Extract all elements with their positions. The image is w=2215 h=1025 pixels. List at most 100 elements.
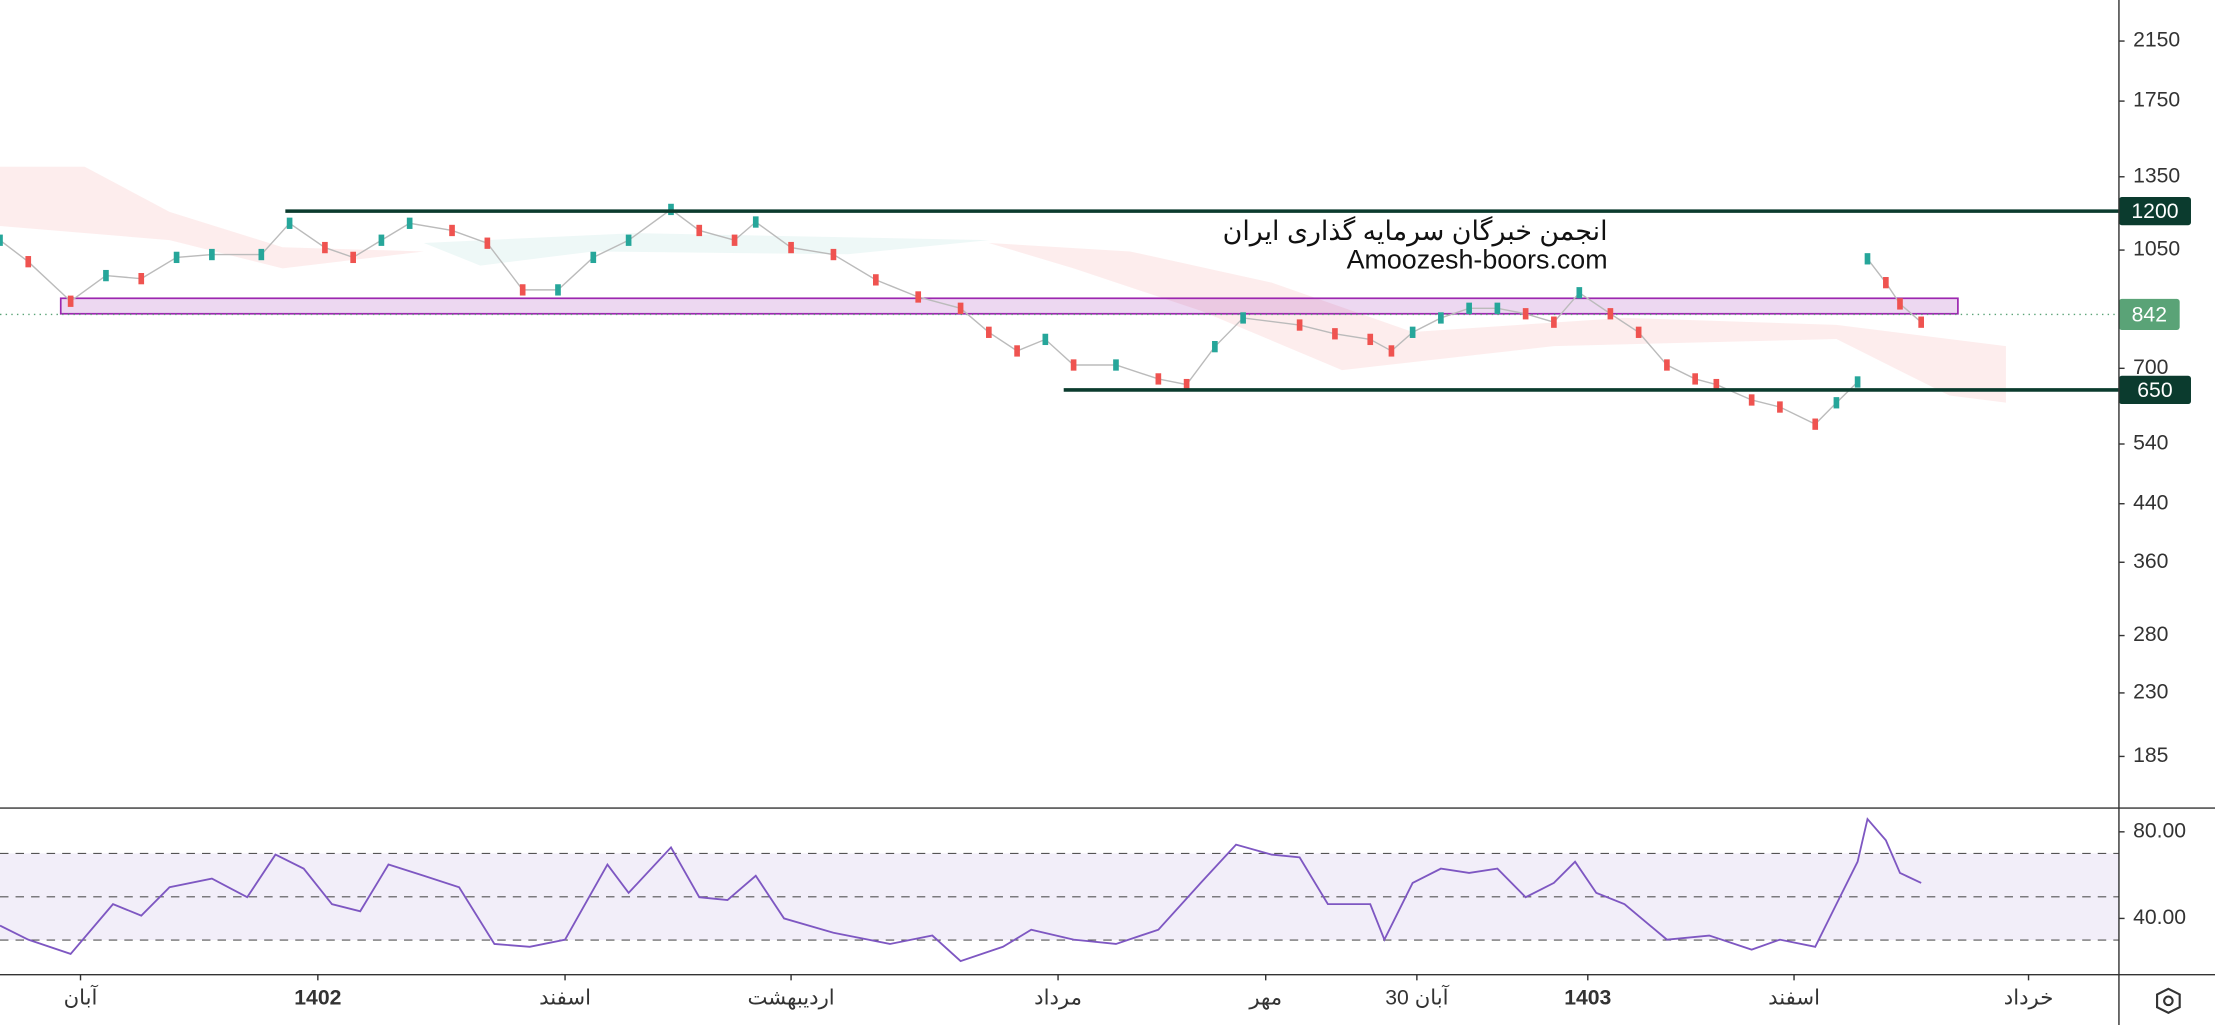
price-candle [1522,308,1529,320]
y-tick-label: 280 [2133,623,2168,646]
price-candle [1918,316,1924,328]
price-candle [1367,333,1374,346]
price-candle [986,326,992,338]
x-tick-label: اردیبهشت [747,986,834,1009]
watermark: انجمن خبرگان سرمایه گذاری ایران [1223,215,1608,247]
price-candle [625,234,632,246]
price-candle [449,224,455,237]
price-line [0,208,1922,426]
price-candle [1635,326,1642,338]
price-candle [350,251,356,264]
x-tick-label: 30 آبان [1385,983,1449,1009]
watermark: Amoozesh-boors.com [1347,244,1608,274]
price-candle [1897,298,1903,310]
x-tick-label: 1403 [1564,986,1611,1009]
price-candle [67,295,74,307]
y-tick-label: 360 [2133,550,2168,573]
price-candle [0,234,3,246]
price-candle [555,284,561,296]
level-label: 1200 [2131,200,2178,223]
price-candle [873,274,879,286]
x-tick-label: اسفند [1768,986,1820,1009]
price-candle [1240,312,1246,324]
y-tick-label: 1350 [2133,164,2180,187]
price-candle [957,302,964,314]
price-candle [1296,319,1303,331]
price-candle [731,234,738,246]
price-candle [1494,302,1501,314]
price-candle [1713,378,1720,391]
price-candle [1388,345,1395,357]
price-candle [1212,340,1218,353]
x-tick-label: اسفند [539,986,591,1009]
price-candle [1864,253,1871,265]
price-candle [1183,378,1190,391]
y-tick-label: 40.00 [2133,906,2186,929]
price-candle [1155,373,1162,385]
price-candle [406,217,413,229]
price-candle [696,224,703,237]
y-tick-label: 440 [2133,491,2168,514]
x-tick-label: 1402 [294,986,341,1009]
rsi-line [0,817,1922,963]
price-candle [286,217,293,229]
y-tick-label: 2150 [2133,29,2180,52]
y-tick-label: 1750 [2133,89,2180,112]
price-candle [1576,287,1583,299]
price-candle [209,248,215,261]
level-label: 650 [2137,379,2172,402]
price-candle [1466,302,1472,314]
y-tick-label: 230 [2133,681,2168,704]
price-candle [484,237,491,249]
x-tick-label: مرداد [1034,986,1082,1009]
cloud [988,242,2006,403]
price-candle [1042,333,1049,346]
price-candle [1409,326,1416,338]
price-candle [1854,376,1861,388]
y-tick-label: 1050 [2133,238,2180,261]
price-candle [1664,359,1670,371]
price-candle [138,272,145,285]
cloud [0,166,424,269]
x-tick-label: آبان [64,983,99,1009]
price-candle [322,241,328,254]
level-label-box [2118,197,2191,226]
y-tick-label: 185 [2133,744,2168,767]
price-candle [1014,345,1020,357]
price-candle [1833,397,1840,409]
price-candle [590,251,597,264]
zone [59,297,1959,315]
y-tick-label: 540 [2133,432,2168,455]
price-candle [1812,418,1819,430]
last-price-label: 842 [2132,303,2167,326]
y-tick-label: 80.00 [2133,819,2186,842]
price-candle [830,248,837,261]
price-candle [1070,359,1077,371]
price-candle [378,234,385,246]
price-candle [1748,394,1755,406]
price-candle [752,216,759,228]
settings-dot[interactable] [2163,995,2174,1007]
settings-icon[interactable] [2156,987,2181,1015]
price-candle [173,251,180,264]
price-candle [788,241,794,254]
price-candle [1883,277,1889,289]
price-candle [1438,312,1444,324]
price-candle [1551,316,1557,328]
price-candle [25,256,32,268]
price-candle [915,291,922,303]
last-price-box [2118,298,2180,330]
price-candle [1332,328,1338,340]
x-tick-label: خرداد [2004,986,2054,1009]
price-candle [519,284,526,296]
price-candle [258,248,265,261]
settings-hex[interactable] [2156,987,2181,1015]
price-candle [1607,308,1614,320]
price-candle [1692,373,1698,385]
cloud [423,233,989,266]
y-tick-label: 700 [2133,356,2168,379]
price-candle [1777,401,1783,413]
